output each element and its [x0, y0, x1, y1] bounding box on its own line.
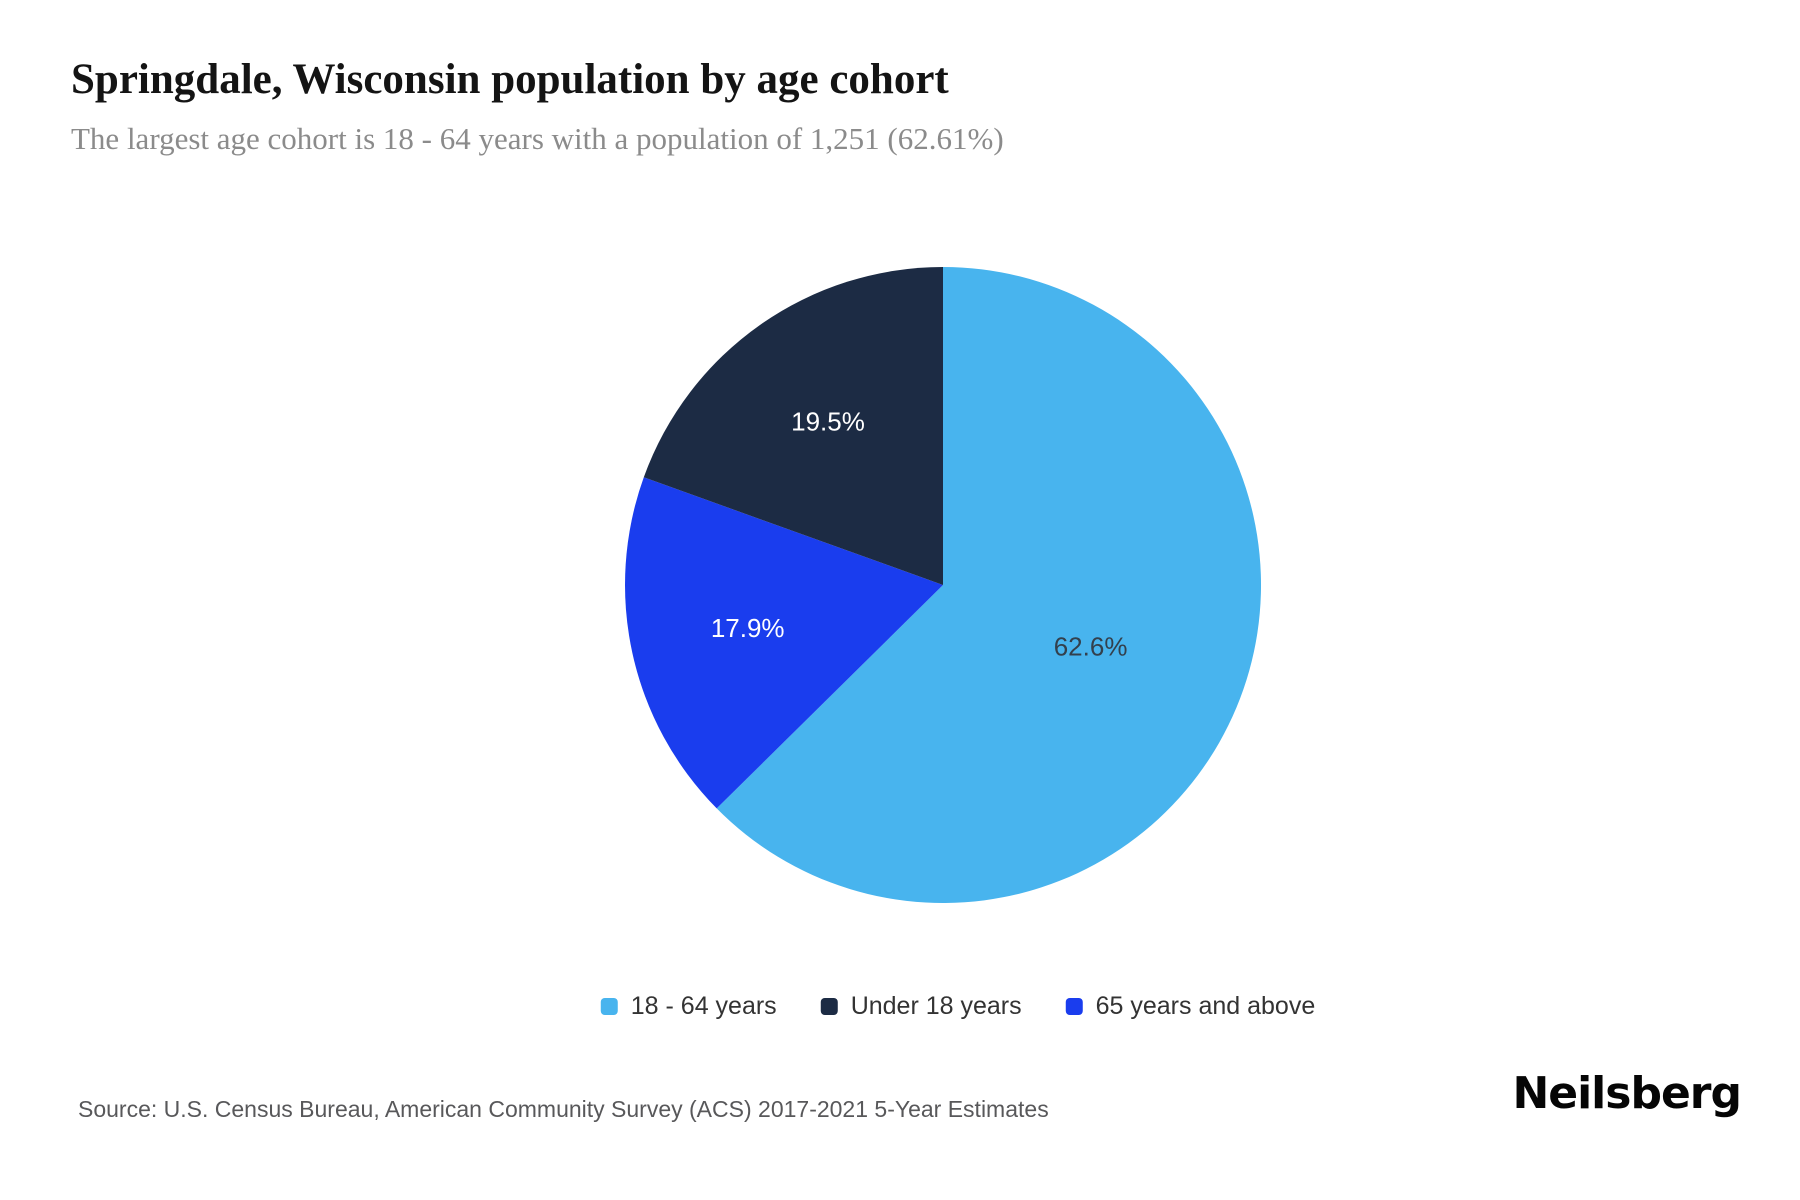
legend-item-18-64-years[interactable]: 18 - 64 years	[600, 992, 777, 1021]
brand-logo: Neilsberg	[1512, 1068, 1742, 1119]
pie-slice-18-64-years[interactable]	[716, 267, 1262, 904]
chart-title: Springdale, Wisconsin population by age …	[71, 56, 949, 103]
legend-label: 18 - 64 years	[630, 992, 777, 1020]
pie-slice-under-18-years[interactable]	[643, 267, 943, 585]
legend-swatch-65-years-and-above	[1065, 998, 1083, 1015]
pie-slice-65-years-and-above[interactable]	[625, 477, 943, 809]
legend-swatch-under-18-years	[820, 998, 838, 1015]
source-attribution: Source: U.S. Census Bureau, American Com…	[78, 1096, 1049, 1122]
pie-slice-percentage-label: 19.5%	[791, 406, 865, 436]
chart-subtitle: The largest age cohort is 18 - 64 years …	[71, 121, 1004, 156]
legend-label: Under 18 years	[850, 992, 1022, 1020]
legend-label: 65 years and above	[1095, 992, 1316, 1020]
chart-legend: 18 - 64 years Under 18 years 65 years an…	[600, 992, 1316, 1021]
legend-swatch-18-64-years	[600, 998, 618, 1015]
legend-item-65-years-and-above[interactable]: 65 years and above	[1065, 992, 1316, 1021]
pie-slice-percentage-label: 17.9%	[711, 613, 785, 643]
pie-slice-percentage-label: 62.6%	[1054, 632, 1128, 662]
pie-labels: 62.6% 17.9% 19.5%	[711, 406, 1128, 661]
pie-slices	[625, 267, 1262, 904]
legend-item-under-18-years[interactable]: Under 18 years	[820, 992, 1022, 1021]
